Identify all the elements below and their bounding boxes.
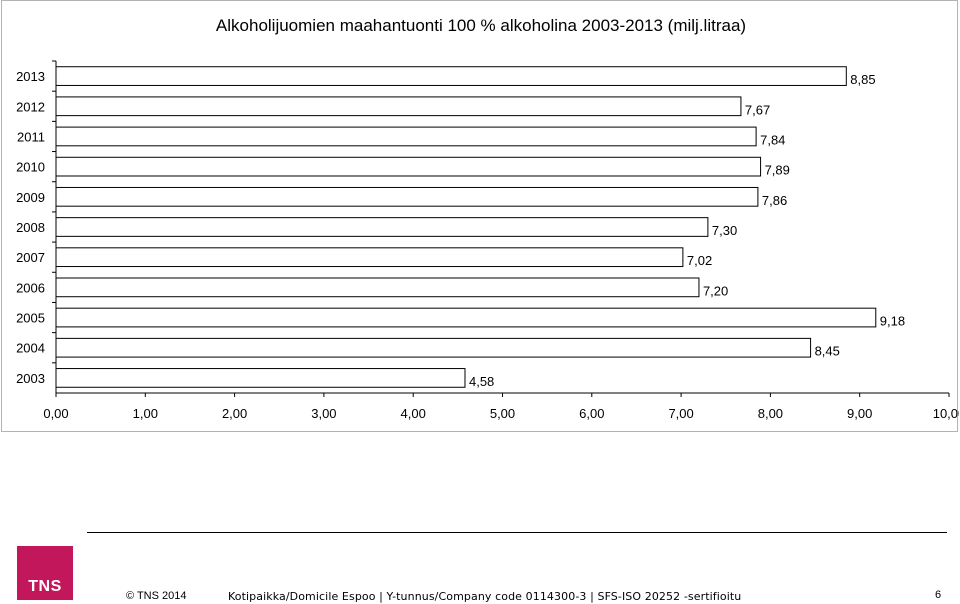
data-label-2003: 4,58 <box>469 374 494 389</box>
footer-divider <box>87 532 947 533</box>
x-tick-label-9: 9,00 <box>847 406 872 421</box>
category-label-2013: 2013 <box>16 69 45 84</box>
data-label-2009: 7,86 <box>762 193 787 208</box>
bar-2005 <box>55 307 877 328</box>
category-label-2005: 2005 <box>16 311 45 326</box>
data-label-2007: 7,02 <box>687 253 712 268</box>
bar-2003 <box>55 368 466 388</box>
bar-2004 <box>55 337 812 358</box>
data-label-2012: 7,67 <box>745 102 770 117</box>
x-tick-label-1: 1,00 <box>133 406 158 421</box>
x-tick-label-4: 4,00 <box>401 406 426 421</box>
bar-2008 <box>55 217 709 237</box>
x-tick-label-7: 7,00 <box>668 406 693 421</box>
data-label-2005: 9,18 <box>880 314 905 329</box>
bar-2013 <box>55 66 847 86</box>
category-label-2007: 2007 <box>16 250 45 265</box>
x-tick-label-2: 2,00 <box>222 406 247 421</box>
tns-logo-text: TNS <box>28 578 62 595</box>
x-tick-label-10: 10,00 <box>933 406 959 421</box>
bar-2006 <box>55 277 700 298</box>
chart-title: Alkoholijuomien maahantuonti 100 % alkoh… <box>216 16 746 35</box>
bar-2012 <box>55 96 742 117</box>
x-tick-label-0: 0,00 <box>43 406 68 421</box>
category-label-2009: 2009 <box>16 190 45 205</box>
data-label-2010: 7,89 <box>765 163 790 178</box>
data-label-2008: 7,30 <box>712 223 737 238</box>
bars-layer: 8,85 2013 7,67 2012 7,84 2011 7,89 2010 7,86 2009… <box>16 66 905 389</box>
category-label-2011: 2011 <box>17 129 45 144</box>
x-tick-label-6: 6,00 <box>579 406 604 421</box>
data-label-2004: 8,45 <box>815 344 840 359</box>
category-label-2012: 2012 <box>16 99 45 114</box>
category-label-2010: 2010 <box>16 160 45 175</box>
x-tick-label-5: 5,00 <box>490 406 515 421</box>
bar-chart: Alkoholijuomien maahantuonti 100 % alkoh… <box>16 16 959 421</box>
chart-frame: Alkoholijuomien maahantuonti 100 % alkoh… <box>1 0 959 432</box>
category-label-2003: 2003 <box>16 371 45 386</box>
x-tick-label-3: 3,00 <box>311 406 336 421</box>
data-label-2006: 7,20 <box>703 283 728 298</box>
x-tick-label-8: 8,00 <box>758 406 783 421</box>
data-label-2013: 8,85 <box>850 72 875 87</box>
page-number: 6 <box>935 589 942 601</box>
tns-logo: TNS <box>17 546 73 600</box>
bar-2010 <box>55 156 762 177</box>
category-label-2006: 2006 <box>16 280 45 295</box>
bar-2009 <box>55 186 759 207</box>
footer-company-info: Kotipaikka/Domicile Espoo | Y-tunnus/Com… <box>228 590 742 603</box>
bar-2007 <box>55 247 684 268</box>
data-label-2011: 7,84 <box>760 132 785 147</box>
footer-copyright: © TNS 2014 <box>126 590 187 602</box>
x-axis: 0,00 1,00 2,00 3,00 4,00 5,00 6,00 7,00 8,00 9,00… <box>43 60 959 421</box>
bar-2011 <box>55 126 757 147</box>
category-label-2004: 2004 <box>16 341 45 356</box>
category-label-2008: 2008 <box>16 220 45 235</box>
